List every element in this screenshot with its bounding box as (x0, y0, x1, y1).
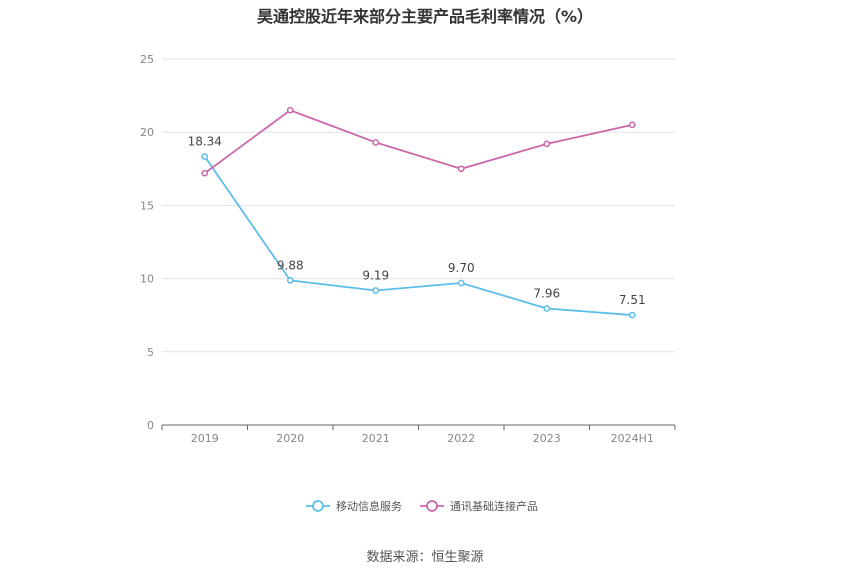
y-tick-label: 25 (140, 53, 154, 66)
x-tick-label: 2024H1 (611, 432, 654, 445)
series-line (204, 109, 633, 174)
x-tick-label: 2020 (276, 432, 304, 445)
x-tick-label: 2019 (191, 432, 219, 445)
y-tick-label: 20 (140, 126, 154, 139)
data-label: 18.34 (188, 135, 222, 149)
data-point (286, 277, 294, 284)
data-point (201, 153, 209, 160)
data-point (628, 121, 636, 129)
data-label: 7.96 (533, 286, 560, 300)
series-1: 18.34 9.88 9.19 9.70 7.96 7.51 (188, 135, 646, 319)
data-point (372, 139, 380, 146)
legend-item: 移动信息服务 (306, 499, 402, 513)
data-point (543, 140, 551, 148)
legend-item: 通讯基础连接产品 (420, 499, 538, 513)
chart-title: 昊通控股近年来部分主要产品毛利率情况（%） (256, 7, 594, 26)
data-label: 9.19 (362, 268, 389, 282)
legend-label: 移动信息服务 (336, 499, 402, 513)
data-point (286, 106, 294, 114)
y-tick-label: 10 (140, 273, 154, 286)
y-tick-label: 15 (140, 199, 154, 212)
x-axis: 2019 2020 2021 2022 2023 2024H1 (161, 424, 676, 445)
data-point (628, 311, 636, 319)
legend-marker (426, 500, 438, 512)
legend-label: 通讯基础连接产品 (450, 499, 538, 513)
source-note: 数据来源：恒生聚源 (366, 550, 484, 565)
data-label: 9.88 (277, 258, 304, 272)
legend-marker (312, 500, 324, 512)
data-label: 7.51 (619, 293, 646, 307)
data-point (372, 287, 380, 294)
data-point (201, 169, 209, 177)
data-point (543, 305, 551, 312)
data-label: 9.70 (448, 261, 475, 275)
x-tick-label: 2023 (533, 432, 561, 445)
y-tick-label: 5 (147, 346, 154, 359)
series-group: 18.34 9.88 9.19 9.70 7.96 7.51 (188, 106, 646, 319)
series-line (204, 155, 633, 316)
data-point (457, 279, 465, 287)
legend: 移动信息服务 通讯基础连接产品 (306, 499, 538, 513)
series-2 (201, 106, 636, 177)
grid-lines (162, 58, 675, 353)
x-tick-label: 2021 (362, 432, 390, 445)
y-axis-ticks: 0 5 10 15 20 25 (140, 53, 154, 432)
y-tick-label: 0 (147, 419, 154, 432)
data-point (457, 165, 465, 173)
x-tick-label: 2022 (447, 432, 475, 445)
